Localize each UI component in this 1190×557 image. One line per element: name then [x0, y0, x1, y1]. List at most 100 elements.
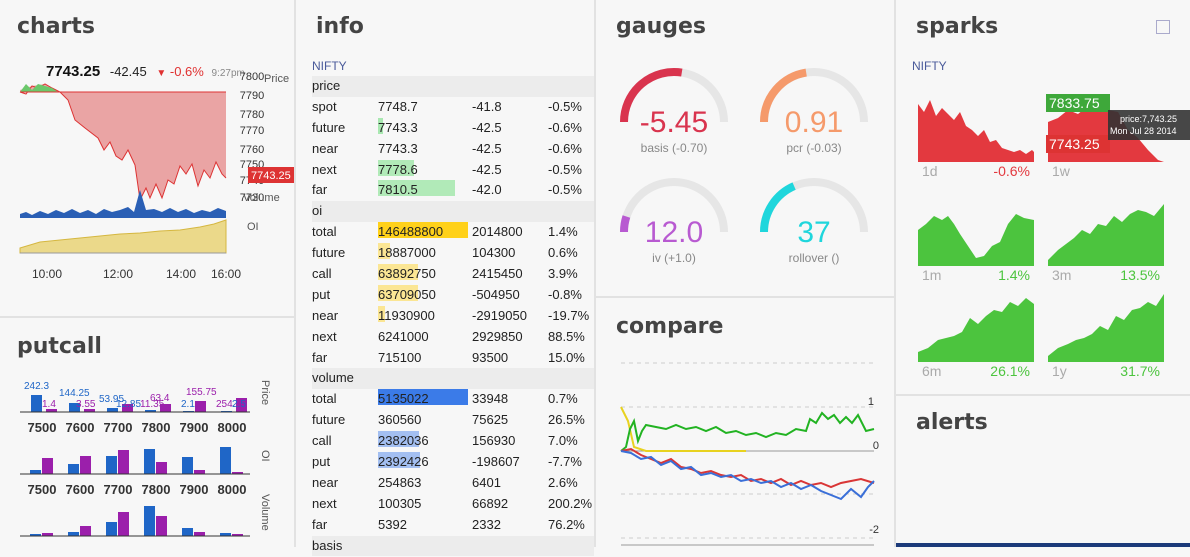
spark-period: 1d [922, 163, 938, 179]
volume-axis-label: Volume [243, 192, 280, 204]
compare-y-tick: 1 [868, 396, 874, 408]
value-bar [378, 222, 468, 239]
putcall-title: putcall [17, 334, 102, 359]
svg-text:7800: 7800 [142, 420, 171, 435]
info-row: call 63892750 2415450 3.9% [312, 264, 594, 285]
row-pct: 0.6% [548, 245, 578, 261]
value-bar [378, 389, 468, 406]
row-label: near [312, 307, 339, 323]
compare-chart[interactable]: 1 0 -2 [596, 355, 894, 547]
gauge-value: -5.45 [640, 106, 708, 139]
row-label: next [312, 495, 337, 511]
info-row: future 7743.3 -42.5 -0.6% [312, 117, 594, 139]
info-row: near 7743.3 -42.5 -0.6% [312, 139, 594, 160]
value-bar [378, 243, 390, 260]
row-pct: 7.0% [548, 433, 578, 449]
gauge-value: 12.0 [645, 216, 703, 249]
intraday-price-chart[interactable]: 10:00 12:00 14:00 16:00 7800 7790 7780 7… [0, 70, 294, 285]
info-row: spot 7748.7 -41.8 -0.5% [312, 97, 594, 118]
gauge-label: basis (-0.70) [641, 141, 708, 155]
put-price-label: 12.85 [116, 399, 141, 410]
row-label: total [312, 391, 337, 407]
value-bar [378, 452, 420, 469]
info-row: near 254863 6401 2.6% [312, 473, 594, 494]
gauge-fill [620, 68, 683, 123]
spark-area [1048, 204, 1164, 266]
row-change: -42.5 [472, 119, 502, 135]
row-value: 11930900 [378, 307, 435, 323]
gauge-fill [619, 215, 631, 233]
compare-y-tick: 0 [873, 440, 879, 452]
row-change: -504950 [472, 286, 520, 302]
row-value: 7743.3 [378, 119, 418, 135]
sparks-title: sparks [916, 14, 999, 39]
row-label: call [312, 433, 332, 449]
info-row: next 6241000 2929850 88.5% [312, 327, 594, 348]
price-green-area [20, 84, 58, 92]
price-time: 9:27pm [211, 68, 245, 79]
gauge-fill [759, 182, 796, 233]
row-value: 7743.3 [378, 140, 418, 156]
svg-text:7700: 7700 [104, 420, 133, 435]
row-value: 6241000 [378, 328, 429, 344]
row-change: 2014800 [472, 224, 523, 240]
row-change: 2332 [472, 516, 501, 532]
row-label: far [312, 349, 328, 365]
alerts-footer-bar [896, 543, 1190, 547]
price-bars [31, 395, 247, 412]
compare-title: compare [616, 314, 724, 339]
info-row: put 63709050 -504950 -0.8% [312, 284, 594, 306]
row-label: put [312, 454, 331, 470]
info-row: call 2382036 156930 7.0% [312, 431, 594, 452]
x-tick: 14:00 [166, 267, 196, 281]
row-pct: -19.7% [548, 307, 590, 323]
put-price-label: 144.25 [59, 388, 90, 399]
row-value: 715100 [378, 349, 422, 365]
row-pct: 26.5% [548, 412, 585, 428]
row-value: 2382036 [378, 433, 429, 449]
high-tag-label: 7833.75 [1049, 95, 1100, 111]
svg-text:7800: 7800 [142, 482, 171, 497]
row-pct: 3.9% [548, 266, 578, 282]
row-pct: -0.6% [548, 140, 582, 156]
info-row: far 5392 2332 76.2% [312, 515, 594, 536]
call-price-label: 3.55 [76, 399, 96, 410]
gauge-label: pcr (-0.03) [786, 141, 841, 155]
row-label: future [312, 245, 346, 261]
call-price-label: 63.4 [150, 393, 170, 404]
row-value: 18887000 [378, 245, 436, 261]
spark-area [918, 298, 1034, 362]
price-area [20, 84, 226, 200]
row-pct: 15.0% [548, 349, 585, 365]
putcall-chart[interactable]: 242.3 1.4 144.25 3.55 53.95 12.85 11.35 … [0, 370, 294, 547]
row-value: 63892750 [378, 266, 436, 282]
call-price-label: 11.35 [140, 399, 165, 410]
series-blue [620, 450, 875, 501]
info-section-header: basis [312, 535, 594, 557]
y-tick: 7730 [240, 192, 264, 204]
spark-tooltip [1108, 110, 1190, 140]
value-bar [378, 305, 385, 322]
value-bar [378, 159, 414, 176]
high-tag [1046, 94, 1110, 112]
price-change: -42.45 [109, 64, 147, 79]
oi-bars [30, 447, 243, 474]
price-tag-label: 7743.25 [1049, 136, 1100, 152]
expand-icon[interactable] [1156, 20, 1170, 34]
x-tick: 16:00 [211, 267, 241, 281]
put-price-label: 53.95 [99, 394, 124, 405]
row-label: future [312, 412, 346, 428]
row-pct: 76.2% [548, 516, 585, 532]
row-change: 104300 [472, 245, 516, 261]
row-change: 33948 [472, 391, 509, 407]
y-axis-ticks: 7800 7790 7780 7770 7760 7750 7740 7730 [240, 71, 264, 204]
spark-pct: 31.7% [1120, 363, 1160, 379]
spark-pct: 1.4% [998, 267, 1030, 283]
row-pct: -0.6% [548, 119, 582, 135]
svg-text:7900: 7900 [180, 420, 209, 435]
row-change: -42.5 [472, 140, 502, 156]
row-change: 2415450 [472, 266, 523, 282]
current-price: 7743.25 [46, 63, 101, 80]
row-label: put [312, 286, 331, 302]
spark-period: 3m [1052, 267, 1071, 283]
